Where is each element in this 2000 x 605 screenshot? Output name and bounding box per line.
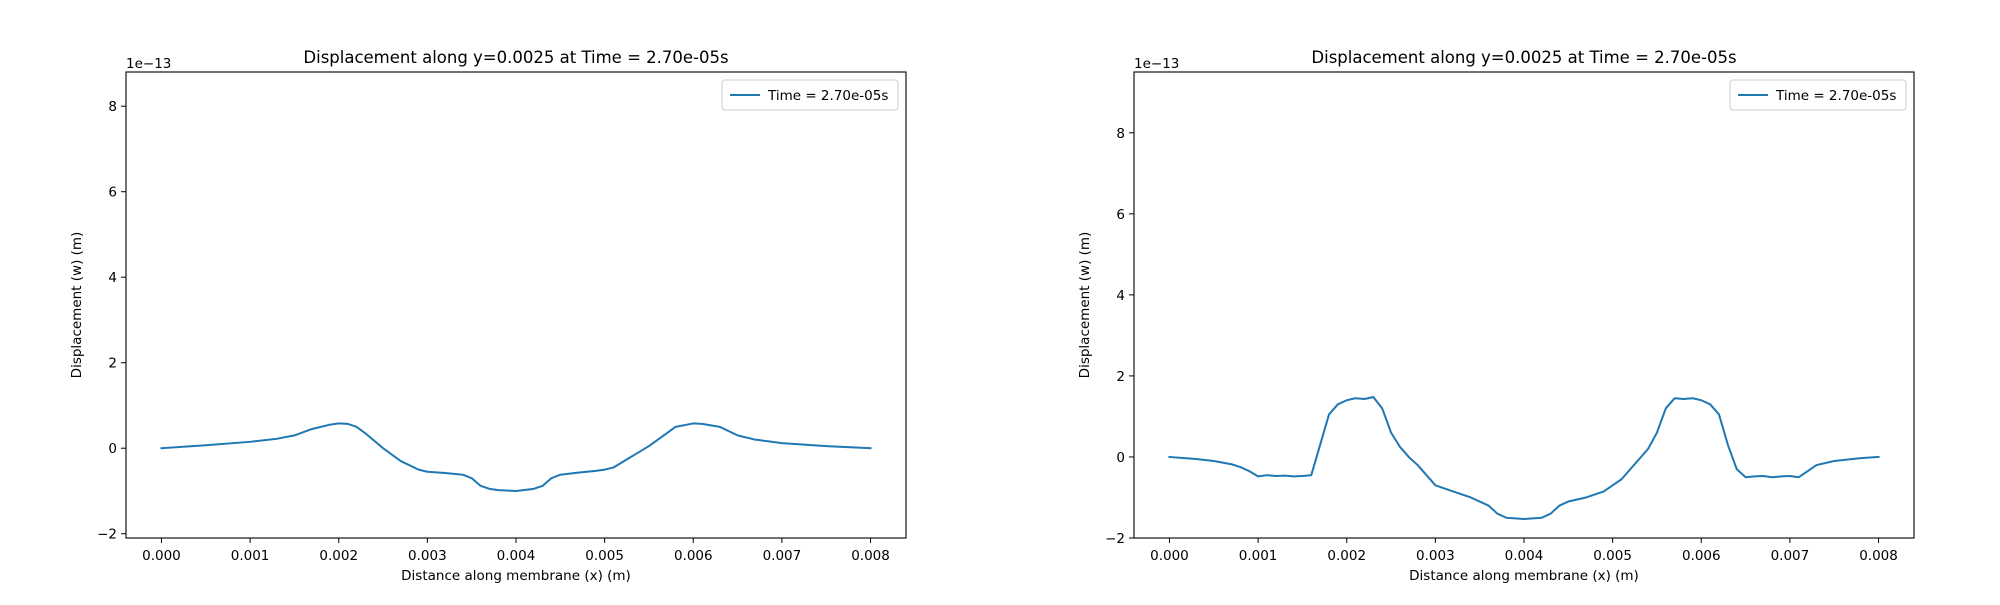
x-tick-label: 0.000: [1150, 548, 1189, 564]
y-tick-label: 8: [1116, 126, 1125, 142]
y-tick-label: −2: [1105, 531, 1125, 547]
x-tick-label: 0.006: [674, 548, 713, 564]
x-tick-label: 0.005: [585, 548, 624, 564]
x-tick-label: 0.004: [1505, 548, 1544, 564]
y-tick-label: 2: [108, 356, 117, 372]
legend-box: [721, 79, 899, 111]
legend-label: Time = 2.70e-05s: [767, 88, 888, 104]
x-tick-label: 0.004: [497, 548, 536, 564]
x-tick-label: 0.008: [1859, 548, 1898, 564]
x-tick-label: 0.003: [1416, 548, 1455, 564]
x-tick-label: 0.006: [1682, 548, 1721, 564]
x-tick-label: 0.005: [1593, 548, 1632, 564]
x-tick-label: 0.001: [231, 548, 270, 564]
y-tick-label: 4: [1116, 288, 1125, 304]
x-tick-label: 0.003: [408, 548, 447, 564]
x-tick-label: 0.007: [763, 548, 802, 564]
y-tick-label: 4: [108, 270, 117, 286]
chart-2: Displacement along y=0.0025 at Time = 2.…: [1077, 48, 1915, 584]
x-tick-label: 0.000: [142, 548, 181, 564]
y-tick-label: 2: [1116, 369, 1125, 385]
chart-title: Displacement along y=0.0025 at Time = 2.…: [303, 48, 728, 67]
y-axis-label: Displacement (w) (m): [1077, 232, 1093, 379]
legend-box: [1729, 79, 1907, 111]
y-tick-label: 0: [1116, 450, 1125, 466]
x-tick-label: 0.007: [1771, 548, 1810, 564]
x-tick-label: 0.008: [851, 548, 890, 564]
x-tick-label: 0.002: [1327, 548, 1366, 564]
y-offset-label: 1e−13: [126, 56, 171, 72]
legend-label: Time = 2.70e-05s: [1775, 88, 1896, 104]
x-tick-label: 0.001: [1239, 548, 1278, 564]
y-tick-label: 8: [108, 99, 117, 115]
y-offset-label: 1e−13: [1134, 56, 1179, 72]
series-line-1: [160, 422, 872, 492]
series-line-1: [1168, 395, 1880, 520]
legend: Time = 2.70e-05s: [721, 79, 899, 111]
y-tick-label: 6: [1116, 207, 1125, 223]
y-axis-label: Displacement (w) (m): [69, 232, 85, 379]
x-axis-label: Distance along membrane (x) (m): [401, 568, 631, 584]
chart-title: Displacement along y=0.0025 at Time = 2.…: [1311, 48, 1736, 67]
x-tick-label: 0.002: [319, 548, 358, 564]
legend: Time = 2.70e-05s: [1729, 79, 1907, 111]
x-axis-label: Distance along membrane (x) (m): [1409, 568, 1639, 584]
y-tick-label: 6: [108, 185, 117, 201]
y-tick-label: −2: [97, 527, 117, 543]
chart-1: Displacement along y=0.0025 at Time = 2.…: [69, 48, 907, 584]
y-tick-label: 0: [108, 441, 117, 457]
